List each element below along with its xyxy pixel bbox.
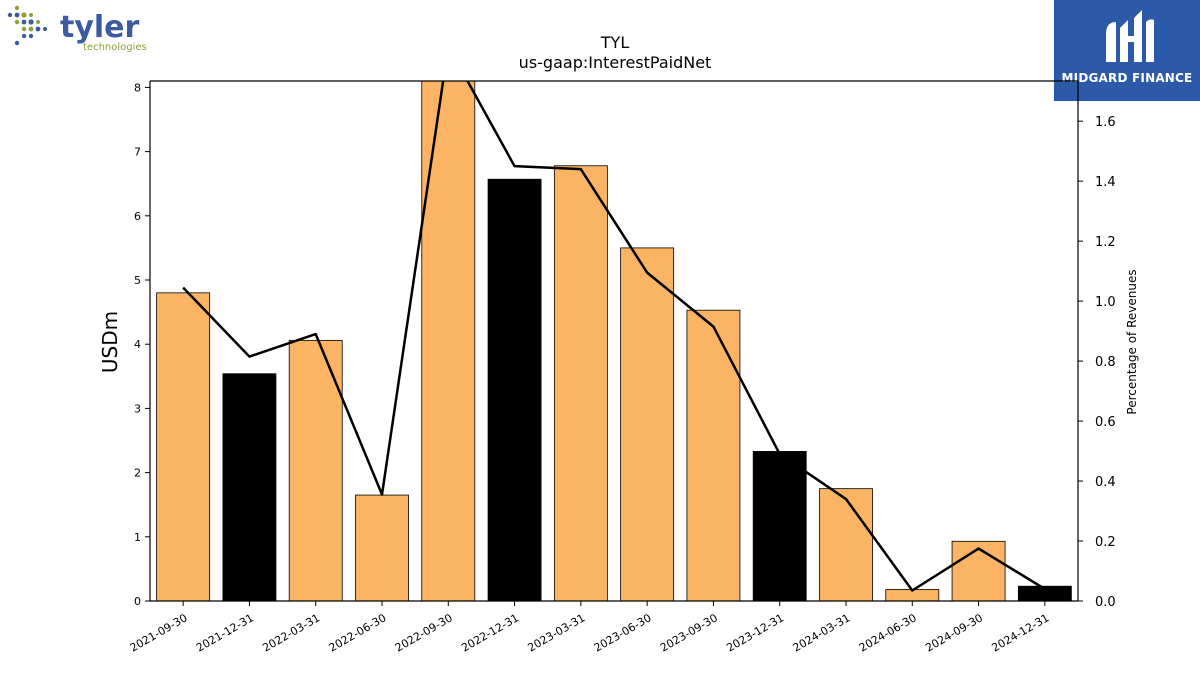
y-axis-label: USDm xyxy=(98,311,122,373)
y-right-tick-label: 0.4 xyxy=(1095,475,1116,490)
logo-subtitle: technologies xyxy=(83,42,147,53)
x-tick-label: 2024-09-30 xyxy=(923,611,985,654)
x-tick-label: 2023-09-30 xyxy=(658,611,720,654)
bar-2023-03-31 xyxy=(553,165,608,602)
line-series xyxy=(182,81,1046,592)
tyler-logo-icon: tyler technologies xyxy=(7,5,147,53)
y-right-tick-label: 0.6 xyxy=(1095,415,1116,430)
x-tick-label: 2022-09-30 xyxy=(393,611,455,654)
y-tick-label: 0 xyxy=(134,595,141,608)
y-tick-label: 5 xyxy=(134,274,141,287)
y-tick-label: 3 xyxy=(134,402,141,415)
y-tick-label: 1 xyxy=(134,531,141,544)
x-tick-label: 2021-12-31 xyxy=(194,611,256,654)
bar-2024-09-30 xyxy=(951,540,1006,602)
chart-title: TYL xyxy=(600,33,630,52)
bar-2022-12-31 xyxy=(487,178,542,602)
y-right-tick-label: 0.8 xyxy=(1095,355,1116,370)
y-axis-right-label: Percentage of Revenues xyxy=(1125,269,1139,414)
y-right-tick-label: 1.6 xyxy=(1095,115,1116,130)
y-tick-label: 8 xyxy=(134,81,141,94)
midgard-finance-name: MIDGARD FINANCE xyxy=(1061,71,1193,85)
logo-name: tyler xyxy=(60,10,140,45)
y-right-tick-label: 1.0 xyxy=(1095,295,1116,310)
x-tick-label: 2024-06-30 xyxy=(857,611,919,654)
bar-2021-09-30 xyxy=(156,292,211,602)
y-tick-label: 6 xyxy=(134,210,141,223)
bar-2022-06-30 xyxy=(355,494,409,602)
x-tick-label: 2023-12-31 xyxy=(724,611,786,654)
bar-2023-09-30 xyxy=(686,309,741,602)
x-tick-label: 2022-06-30 xyxy=(327,611,389,654)
bar-2023-06-30 xyxy=(620,247,675,602)
x-tick-label: 2023-06-30 xyxy=(592,611,654,654)
y-right-tick-label: 1.2 xyxy=(1095,235,1116,250)
x-tick-label: 2022-03-31 xyxy=(260,611,322,654)
y-tick-label: 2 xyxy=(134,467,141,480)
midgard-emblem-icon xyxy=(1106,10,1154,62)
y-right-tick-label: 0.2 xyxy=(1095,535,1116,550)
x-tick-label: 2024-03-31 xyxy=(791,611,853,654)
y-right-tick-label: 0.0 xyxy=(1095,595,1116,610)
bar-2024-03-31 xyxy=(819,488,873,602)
y-tick-label: 7 xyxy=(134,146,141,159)
tyler-technologies-logo: tyler technologies xyxy=(4,4,154,54)
x-tick-label: 2021-09-30 xyxy=(128,611,190,654)
x-tick-label: 2023-03-31 xyxy=(525,611,587,654)
x-tick-label: 2022-12-31 xyxy=(459,611,521,654)
x-tick-label: 2024-12-31 xyxy=(989,611,1051,654)
y-right-tick-label: 1.4 xyxy=(1095,175,1116,190)
bar-2021-12-31 xyxy=(222,373,277,602)
logo-dot-grid xyxy=(7,5,47,46)
line-series-group xyxy=(182,81,1046,592)
y-tick-label: 4 xyxy=(134,338,141,351)
chart-subtitle: us-gaap:InterestPaidNet xyxy=(519,53,712,72)
bar-2023-12-31 xyxy=(752,451,807,602)
bar-2022-09-30 xyxy=(421,80,476,602)
bar-2022-03-31 xyxy=(288,339,343,602)
